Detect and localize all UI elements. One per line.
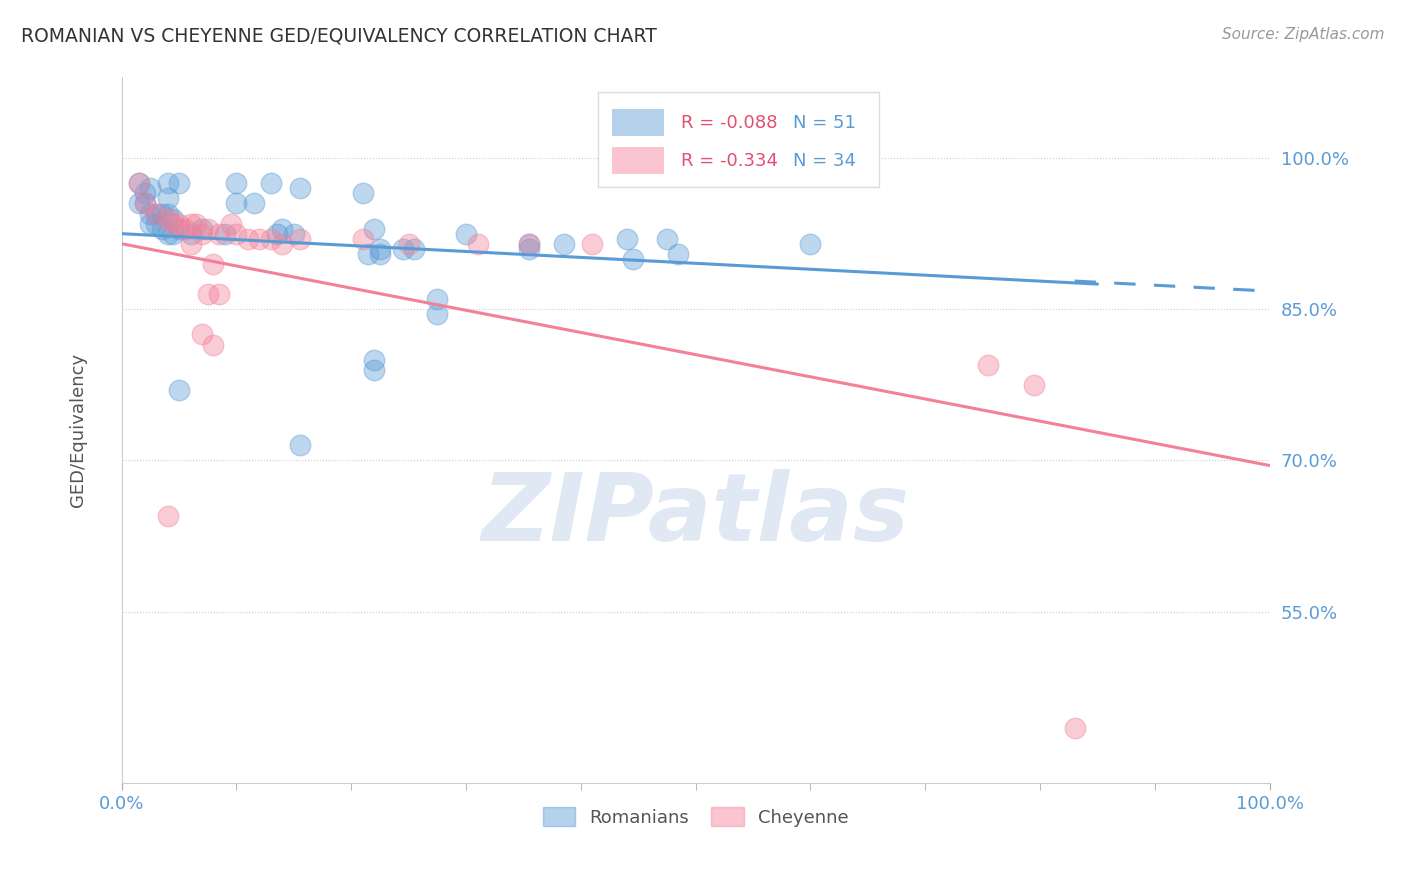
Point	[214, 227, 236, 241]
Point	[517, 242, 540, 256]
Point	[202, 337, 225, 351]
Point	[655, 232, 678, 246]
FancyBboxPatch shape	[598, 92, 879, 186]
Point	[128, 176, 150, 190]
Point	[167, 217, 190, 231]
Point	[517, 236, 540, 251]
Point	[145, 217, 167, 231]
Point	[191, 327, 214, 342]
Point	[271, 236, 294, 251]
Point	[363, 363, 385, 377]
Point	[288, 232, 311, 246]
Point	[363, 352, 385, 367]
Point	[368, 247, 391, 261]
Point	[139, 206, 162, 220]
Point	[398, 236, 420, 251]
Point	[1024, 377, 1046, 392]
Point	[162, 211, 184, 226]
Point	[357, 247, 380, 261]
Point	[225, 176, 247, 190]
Text: N = 51: N = 51	[793, 113, 856, 132]
Point	[156, 211, 179, 226]
Point	[271, 221, 294, 235]
Point	[288, 181, 311, 195]
Point	[517, 236, 540, 251]
Point	[236, 232, 259, 246]
Point	[191, 221, 214, 235]
Point	[139, 181, 162, 195]
Point	[167, 383, 190, 397]
Text: ROMANIAN VS CHEYENNE GED/EQUIVALENCY CORRELATION CHART: ROMANIAN VS CHEYENNE GED/EQUIVALENCY COR…	[21, 27, 657, 45]
Point	[180, 227, 202, 241]
Point	[202, 257, 225, 271]
Point	[225, 227, 247, 241]
Point	[139, 217, 162, 231]
Point	[621, 252, 644, 266]
Point	[454, 227, 477, 241]
Text: R = -0.088: R = -0.088	[681, 113, 778, 132]
Point	[128, 196, 150, 211]
Point	[128, 176, 150, 190]
FancyBboxPatch shape	[612, 147, 664, 174]
Point	[249, 232, 271, 246]
Point	[197, 287, 219, 301]
Point	[173, 221, 195, 235]
Point	[392, 242, 415, 256]
Point	[150, 221, 173, 235]
Point	[197, 221, 219, 235]
Text: ZIPatlas: ZIPatlas	[482, 469, 910, 561]
Text: Source: ZipAtlas.com: Source: ZipAtlas.com	[1222, 27, 1385, 42]
Point	[467, 236, 489, 251]
Point	[208, 287, 231, 301]
Point	[668, 247, 690, 261]
Point	[426, 292, 449, 306]
Point	[581, 236, 603, 251]
Point	[167, 176, 190, 190]
Point	[156, 206, 179, 220]
Point	[134, 186, 156, 201]
Point	[616, 232, 638, 246]
Point	[288, 438, 311, 452]
Point	[225, 196, 247, 211]
Point	[283, 227, 305, 241]
FancyBboxPatch shape	[612, 109, 664, 136]
Point	[156, 508, 179, 523]
Point	[368, 242, 391, 256]
Point	[180, 217, 202, 231]
Point	[977, 358, 1000, 372]
Point	[260, 232, 283, 246]
Point	[156, 227, 179, 241]
Point	[156, 191, 179, 205]
Point	[260, 176, 283, 190]
Point	[134, 196, 156, 211]
Text: GED/Equivalency: GED/Equivalency	[69, 353, 87, 508]
Point	[363, 221, 385, 235]
Point	[799, 236, 821, 251]
Point	[266, 227, 288, 241]
Point	[426, 307, 449, 321]
Point	[134, 196, 156, 211]
Point	[219, 217, 242, 231]
Text: R = -0.334: R = -0.334	[681, 152, 778, 169]
Point	[352, 186, 374, 201]
Point	[242, 196, 264, 211]
Point	[352, 232, 374, 246]
Point	[145, 206, 167, 220]
Point	[404, 242, 426, 256]
Point	[186, 217, 208, 231]
Point	[156, 176, 179, 190]
Point	[162, 217, 184, 231]
Point	[1063, 721, 1085, 735]
Point	[180, 236, 202, 251]
Point	[553, 236, 575, 251]
Legend: Romanians, Cheyenne: Romanians, Cheyenne	[536, 800, 856, 834]
Point	[162, 227, 184, 241]
Text: N = 34: N = 34	[793, 152, 856, 169]
Point	[150, 206, 173, 220]
Point	[191, 227, 214, 241]
Point	[208, 227, 231, 241]
Point	[145, 206, 167, 220]
Point	[167, 221, 190, 235]
